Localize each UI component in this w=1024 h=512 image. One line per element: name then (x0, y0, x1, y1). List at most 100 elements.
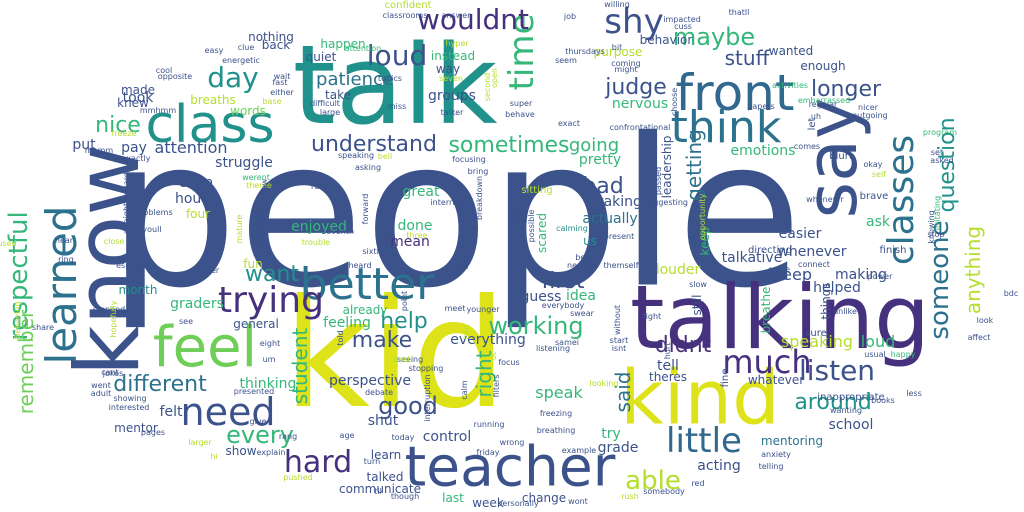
word-quiet: quiet (305, 50, 337, 64)
word-pages: pages (140, 428, 166, 437)
word-read: read (310, 182, 330, 191)
word-perspective: perspective (328, 373, 412, 389)
word-asking: asking (354, 163, 382, 172)
word-straightforward: straightforward (122, 172, 131, 234)
word-trouble: trouble (301, 238, 331, 247)
word-loud: loud (860, 332, 896, 351)
word-communicate: communicate (339, 482, 421, 496)
word-help: help (380, 309, 428, 334)
word-exactly: exactly (121, 154, 151, 163)
word-though: though (390, 492, 420, 501)
word-social: social (445, 262, 469, 271)
word-forward: forward (361, 193, 370, 225)
word-first: first (541, 269, 585, 294)
word-ask: ask (866, 214, 890, 230)
word-slow: slow (689, 280, 707, 289)
word-possible: possible (527, 209, 536, 243)
word-working: working (488, 312, 584, 340)
word-confident: confident (384, 0, 432, 11)
word-make: make (351, 328, 413, 353)
word-coming: coming (611, 59, 641, 68)
word-everybody: everybody (541, 301, 585, 310)
word-teacher: teacher (404, 434, 616, 499)
word-stuff: stuff (724, 46, 770, 70)
word-said: said (611, 371, 635, 413)
word-easy: easy (204, 46, 224, 55)
word-super: super (509, 99, 533, 108)
word-isnt: isnt (611, 344, 627, 353)
word-job: job (563, 12, 577, 21)
word-filters: filters (492, 374, 501, 398)
word-ring: ring (58, 255, 74, 264)
word-mhmm: mhmm (84, 146, 114, 155)
word-hi: hi (210, 452, 218, 461)
word-good: good (378, 392, 438, 420)
word-deep: deep (772, 265, 812, 284)
word-kid: kid (283, 268, 507, 442)
word-bdc: bdc (1003, 289, 1019, 298)
word-harder: harder (192, 266, 220, 275)
word-fight: fight (642, 312, 662, 321)
word-point: point (400, 290, 409, 312)
word-four: four (185, 207, 211, 221)
word-whatever: whatever (747, 373, 805, 387)
word-view: view (260, 178, 269, 198)
word-difficult: difficult (310, 99, 340, 108)
word-anxiety: anxiety (761, 450, 791, 459)
word-didnt: didnt (654, 333, 712, 358)
word-willing: willing (604, 0, 630, 9)
word-fast: fast (272, 78, 288, 87)
word-asked: asked (930, 156, 954, 165)
word-grade: grade (597, 440, 639, 456)
word-sure: sure (805, 328, 827, 339)
word-eight: eight (259, 339, 281, 348)
word-example: example (561, 446, 597, 455)
word-ot: ot (489, 351, 498, 361)
word-telling: telling (758, 462, 784, 471)
word-seem: seem (555, 56, 577, 65)
word-anything: anything (961, 225, 985, 315)
word-connect: connect (798, 260, 830, 269)
word-wont: wont (568, 497, 588, 506)
word-different: different (113, 372, 207, 397)
word-able: able (625, 466, 681, 496)
word-power: power (867, 272, 893, 281)
word-attention: attention (154, 138, 228, 157)
word-nice: nice (95, 113, 141, 138)
word-stopping: stopping (408, 364, 444, 373)
word-stopped: stopped (92, 305, 126, 314)
word-affect: affect (967, 333, 991, 342)
word-samei: samei (554, 338, 580, 347)
word-people: people (107, 95, 803, 334)
word-somebody: somebody (643, 487, 685, 496)
word-look: look (976, 316, 994, 325)
word-us: us (583, 234, 597, 248)
word-set: set (930, 148, 944, 157)
word-wanting: wanting (829, 406, 863, 415)
word-finish: finish (879, 245, 907, 256)
word-bell: bell (377, 152, 393, 161)
word-today: today (391, 433, 415, 442)
word-easier: easier (778, 226, 822, 242)
word-hard: hard (283, 445, 353, 480)
word-behavior: behavior (639, 33, 693, 47)
word-enjoyed: enjoyed (291, 219, 347, 235)
word-looking: looking (589, 379, 619, 388)
word-nothing: nothing (248, 30, 294, 44)
word-way: way (435, 62, 461, 76)
word-adult: adult (90, 389, 112, 398)
word-pushed: pushed (283, 473, 313, 482)
word-debate: debate (364, 388, 394, 397)
word-blurt: blurt (829, 151, 853, 162)
word-younger: younger (466, 305, 500, 314)
word-program: program (922, 128, 958, 137)
word-taking: taking (598, 194, 642, 210)
word-mentor: mentor (114, 421, 158, 435)
word-great: great (402, 184, 440, 200)
word-instead: instead (430, 49, 476, 63)
word-better: better (299, 259, 435, 310)
word-give: give (249, 417, 267, 426)
word-breathing: breathing (536, 426, 576, 435)
word-mmhmm: mmhmm (139, 106, 177, 115)
